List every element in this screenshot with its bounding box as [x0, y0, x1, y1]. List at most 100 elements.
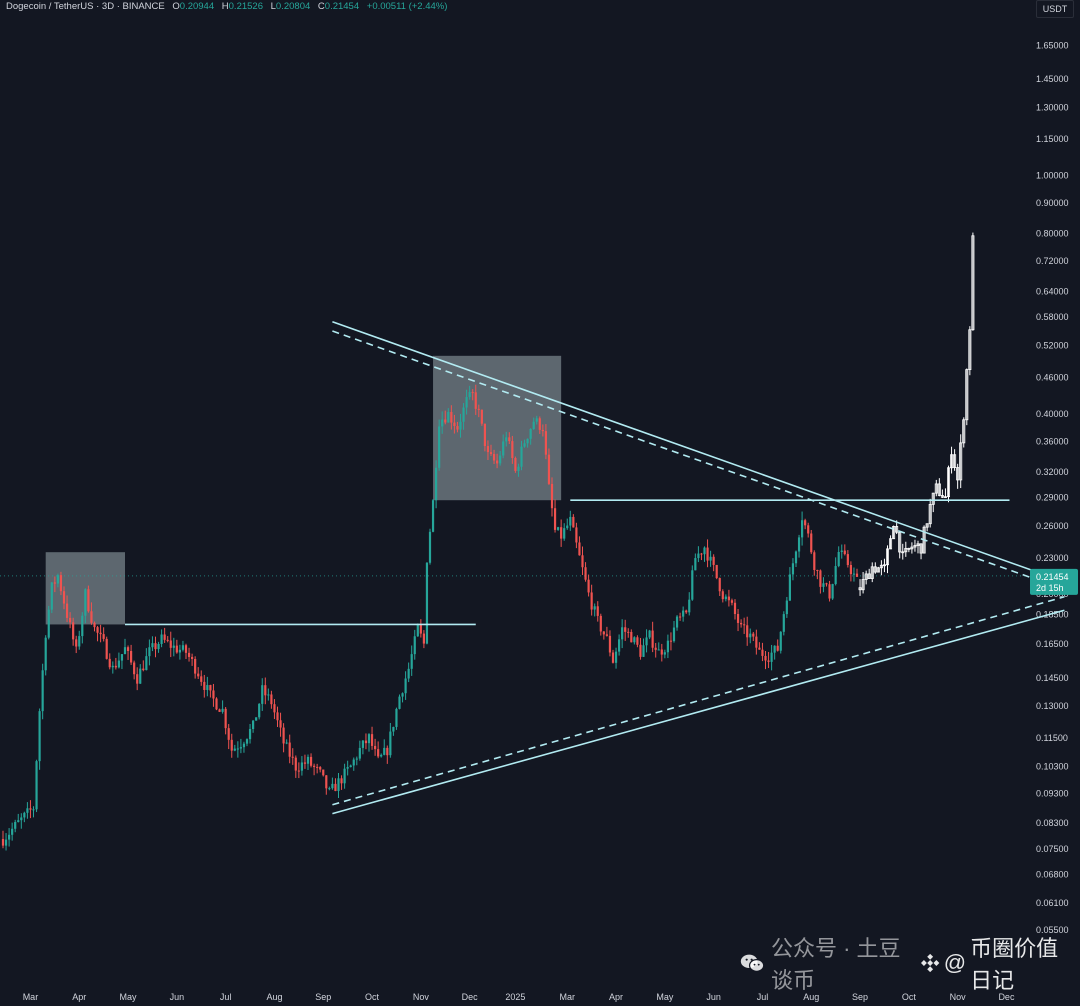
- candle-body: [486, 446, 490, 453]
- candle-body: [383, 747, 386, 755]
- candle-body: [69, 617, 72, 623]
- candle-body: [535, 418, 538, 422]
- candle-body: [636, 637, 639, 645]
- wechat-icon: [740, 954, 765, 972]
- candle-body: [279, 720, 282, 728]
- candle-body: [882, 564, 886, 567]
- candle-body: [901, 551, 905, 554]
- candle-body: [587, 579, 590, 593]
- candle-body: [639, 644, 642, 657]
- binance-logo-icon: [921, 953, 940, 973]
- candle-body: [804, 520, 807, 526]
- candle-body: [419, 624, 422, 634]
- candle-body: [14, 822, 17, 829]
- y-tick-label: 0.23000: [1036, 553, 1069, 563]
- candle-body: [398, 696, 401, 709]
- candle-body: [462, 407, 465, 422]
- candle-body: [831, 584, 834, 599]
- candle-body: [386, 747, 389, 756]
- candle-body: [654, 647, 657, 650]
- candle-body: [175, 645, 178, 653]
- candle-body: [157, 643, 160, 650]
- candle-body: [428, 531, 432, 563]
- candle-body: [889, 538, 893, 550]
- last-price-label: 0.21454: [1036, 572, 1069, 582]
- candle-body: [608, 635, 612, 653]
- x-tick-label: Sep: [315, 992, 331, 1002]
- candle-body: [688, 599, 691, 613]
- candle-body: [520, 446, 523, 467]
- candle-body: [474, 392, 477, 409]
- candle-body: [248, 729, 252, 740]
- candle-body: [343, 768, 346, 784]
- candle-body: [605, 634, 608, 636]
- y-tick-label: 0.06800: [1036, 870, 1069, 880]
- candle-body: [517, 466, 520, 471]
- candle-body: [773, 645, 776, 653]
- candle-body: [645, 637, 648, 646]
- candle-body: [828, 584, 831, 599]
- candle-body: [834, 566, 837, 585]
- x-tick-label: Nov: [413, 992, 430, 1002]
- candle-body: [864, 573, 868, 580]
- candle-body: [682, 610, 685, 617]
- candle-body: [529, 429, 532, 439]
- candle-body: [32, 809, 35, 811]
- currency-button[interactable]: USDT: [1036, 0, 1074, 18]
- x-tick-label: Aug: [266, 992, 282, 1002]
- candle-body: [697, 553, 700, 559]
- y-tick-label: 0.05500: [1036, 925, 1069, 935]
- candle-body: [154, 643, 157, 650]
- candle-body: [325, 775, 328, 789]
- candle-body: [547, 454, 551, 484]
- candle-body: [578, 542, 581, 556]
- x-tick-label: Mar: [560, 992, 576, 1002]
- candle-body: [380, 754, 383, 757]
- candle-body: [215, 698, 218, 710]
- watermark: 公众号 · 土豆谈币 @ 币圈价值日记: [740, 936, 1080, 993]
- y-tick-label: 0.64000: [1036, 287, 1069, 297]
- candle-body: [75, 639, 78, 647]
- candle-body: [956, 467, 960, 481]
- candle-body: [904, 547, 908, 553]
- candle-body: [752, 633, 755, 637]
- candle-body: [876, 567, 880, 573]
- candle-body: [41, 670, 44, 712]
- candle-body: [23, 812, 26, 818]
- candle-body: [395, 708, 398, 727]
- candle-body: [364, 740, 368, 744]
- candle-body: [633, 637, 636, 643]
- candle-body: [389, 731, 392, 756]
- candle-body: [709, 556, 712, 561]
- candle-body: [328, 788, 331, 790]
- watermark-account: 公众号 · 土豆谈币: [770, 936, 901, 993]
- candle-body: [669, 640, 673, 642]
- candle-body: [236, 748, 239, 750]
- candle-body: [459, 421, 462, 430]
- candle-body: [788, 574, 791, 601]
- candle-body: [849, 564, 852, 575]
- candle-body: [78, 636, 81, 647]
- candle-body: [99, 632, 102, 635]
- candle-body: [142, 668, 145, 671]
- candle-body: [937, 483, 941, 496]
- candle-body: [444, 419, 447, 423]
- candle-body: [120, 654, 124, 661]
- candle-body: [822, 583, 825, 587]
- candle-body: [81, 615, 84, 637]
- x-tick-label: Apr: [609, 992, 623, 1002]
- candle-body: [499, 455, 502, 464]
- candle-body: [26, 808, 29, 813]
- candle-body: [584, 567, 587, 580]
- ascending-trendline: [332, 609, 1065, 815]
- x-tick-label: Apr: [72, 992, 86, 1002]
- candle-body: [575, 527, 578, 543]
- candle-body: [255, 717, 258, 721]
- candle-body: [319, 767, 322, 770]
- candle-body: [599, 615, 602, 632]
- watermark-author: 币圈价值日记: [970, 936, 1059, 993]
- candle-body: [361, 740, 364, 748]
- candle-body: [867, 573, 871, 579]
- candle-body: [675, 616, 679, 628]
